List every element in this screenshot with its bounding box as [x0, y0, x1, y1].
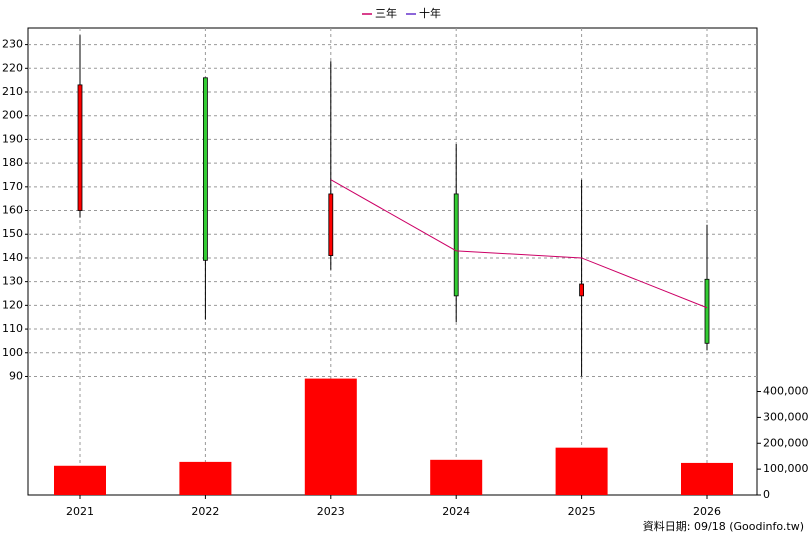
x-tick-label: 2022 [191, 505, 219, 518]
volume-bar [555, 447, 608, 495]
y-tick-label: 180 [2, 156, 23, 169]
volume-bar [54, 465, 106, 495]
y-tick-label: 190 [2, 132, 23, 145]
volume-bar [304, 378, 357, 495]
candle-body [453, 193, 459, 297]
candle-body [579, 283, 584, 297]
volume-bar [681, 462, 733, 495]
legend-label: 十年 [419, 6, 441, 20]
plot-area [27, 27, 758, 496]
y-tick-label: 160 [2, 204, 23, 217]
y-tick-label: 100 [2, 346, 23, 359]
ma-line [330, 179, 708, 309]
y-tick-label: 230 [2, 38, 23, 51]
volume-bar [179, 461, 232, 495]
y-tick-label: 130 [2, 275, 23, 288]
footnote: 資料日期: 09/18 (Goodinfo.tw) [643, 519, 804, 533]
y-tick-label: 210 [2, 85, 23, 98]
y-tick-label: 140 [2, 251, 23, 264]
legend-label: 三年 [375, 6, 397, 20]
y-tick-label: 200 [2, 109, 23, 122]
volume-bar [430, 459, 483, 495]
x-tick-label: 2021 [66, 505, 94, 518]
y2-tick-label: 100,000 [763, 462, 808, 475]
x-tick-label: 2026 [693, 505, 721, 518]
candle-body [704, 278, 710, 344]
y2-tick-label: 300,000 [763, 410, 808, 423]
y-tick-label: 110 [2, 322, 23, 335]
candle-body [328, 193, 334, 256]
x-tick-label: 2024 [442, 505, 470, 518]
candle-body [202, 77, 208, 261]
candle-body [77, 84, 83, 211]
x-tick-label: 2025 [568, 505, 596, 518]
y-tick-label: 90 [9, 369, 23, 382]
y-tick-label: 150 [2, 227, 23, 240]
y-tick-label: 220 [2, 61, 23, 74]
y2-tick-label: 0 [763, 488, 770, 501]
y-tick-label: 170 [2, 180, 23, 193]
y2-tick-label: 400,000 [763, 385, 808, 398]
y-tick-label: 120 [2, 298, 23, 311]
y2-tick-label: 200,000 [763, 436, 808, 449]
x-tick-label: 2023 [317, 505, 345, 518]
